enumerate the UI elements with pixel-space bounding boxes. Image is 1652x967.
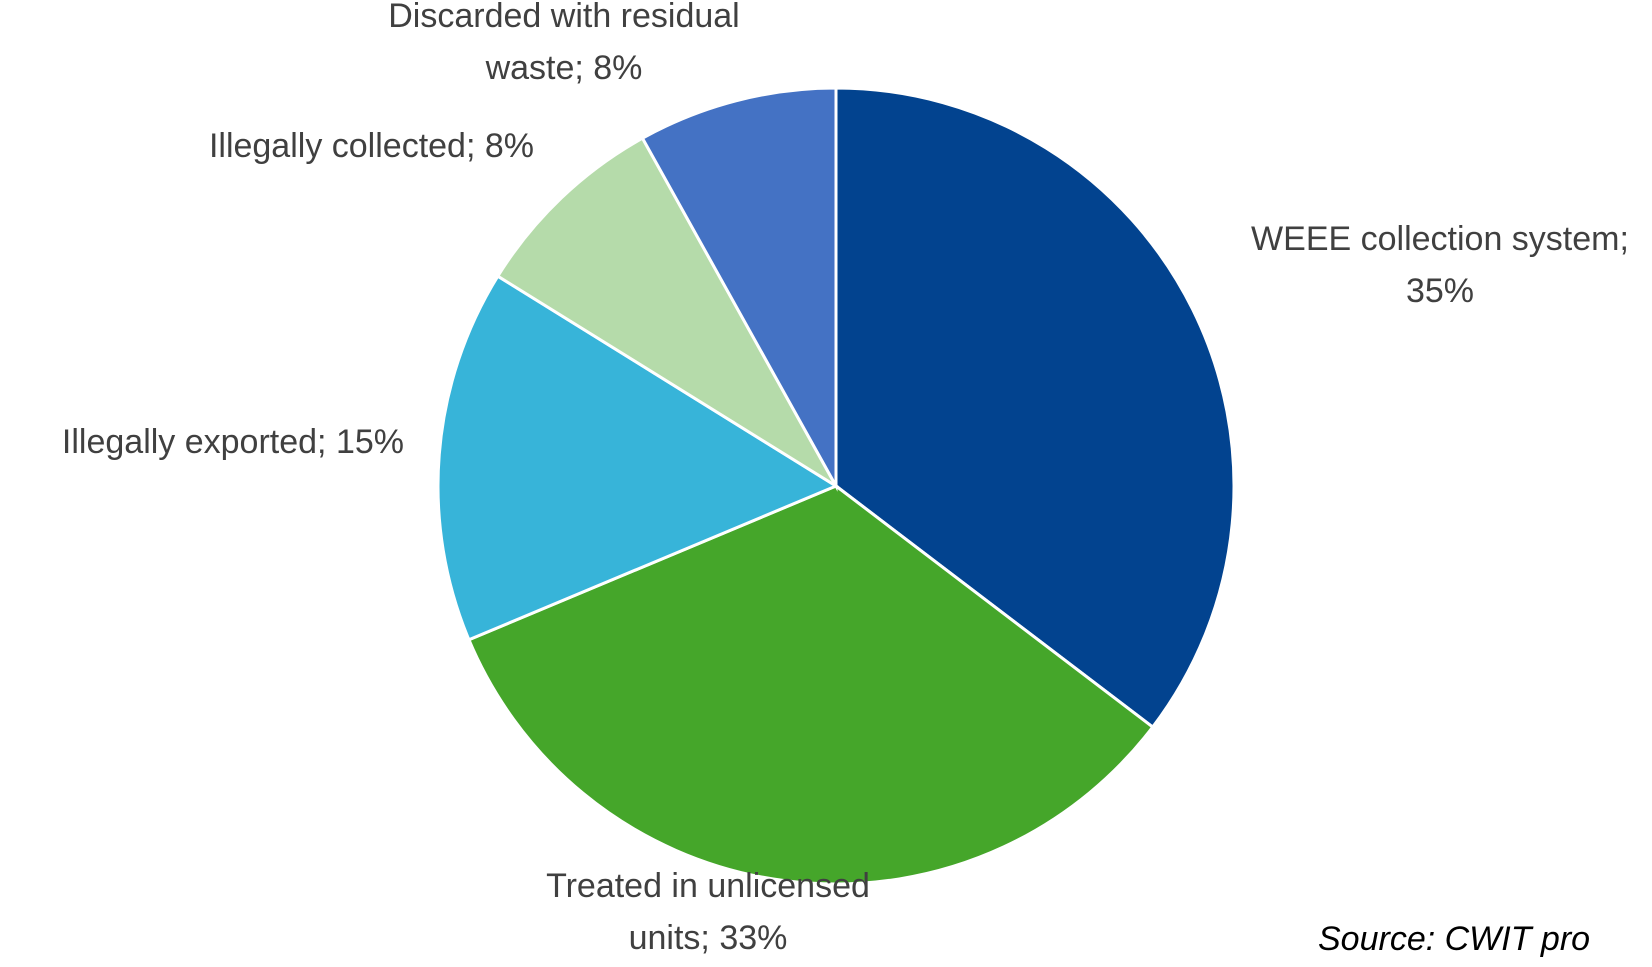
pie-slice-treated-in-unlicensed-units [466, 484, 1155, 886]
data-label-illegally-collected: Illegally collected; 8% [209, 127, 534, 165]
source-note: Source: CWIT pro [1318, 920, 1590, 958]
data-label-discarded-with-residual-waste: Discarded with residual waste; 8% [388, 0, 740, 87]
data-label-illegally-exported: Illegally exported; 15% [62, 423, 404, 461]
pie-slices [436, 86, 1236, 886]
pie-slice-illegally-exported [436, 274, 840, 642]
pie-slice-discarded-with-residual-waste [640, 86, 838, 492]
data-label-weee-collection-system: WEEE collection system; 35% [1251, 220, 1629, 310]
data-label-treated-in-unlicensed-units: Treated in unlicensed units; 33% [546, 867, 870, 957]
pie-data-labels: WEEE collection system; 35% Treated in unl… [62, 0, 1629, 957]
pie-slice-illegally-collected [495, 136, 841, 491]
pie-slice-weee-collection-system [834, 86, 1236, 730]
